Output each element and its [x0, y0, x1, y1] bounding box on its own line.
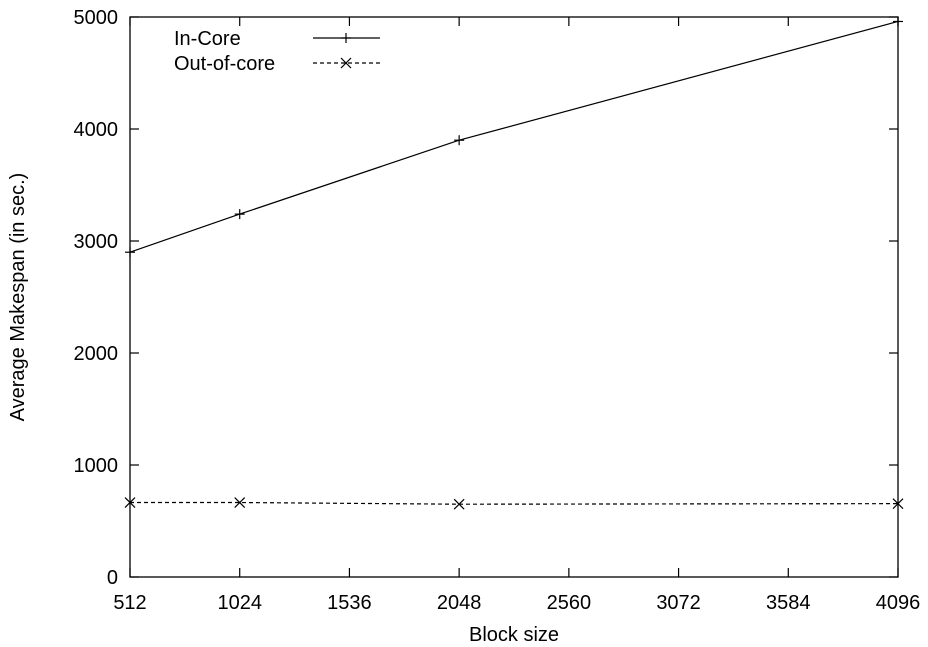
- series-layer: [124, 16, 904, 510]
- legend-marker-out-of-core: [340, 57, 352, 69]
- y-tick-label: 2000: [74, 343, 119, 365]
- y-tick-labels: 0 1000 2000 3000 4000 5000: [74, 7, 119, 589]
- x-tick-label: 512: [113, 592, 146, 614]
- legend-label-out-of-core: Out-of-core: [174, 53, 275, 75]
- legend-marker-in-core: [341, 33, 351, 43]
- x-tick-label: 1024: [217, 592, 262, 614]
- data-point-out-of-core: [124, 497, 136, 508]
- y-tick-label: 0: [107, 567, 118, 589]
- y-tick-label: 5000: [74, 7, 119, 29]
- y-tick-label: 1000: [74, 455, 119, 477]
- data-point-in-core: [234, 209, 245, 220]
- x-tick-label: 2048: [437, 592, 482, 614]
- x-tick-label: 4096: [876, 592, 921, 614]
- data-point-in-core: [454, 135, 465, 146]
- x-tick-label: 3072: [656, 592, 701, 614]
- x-tick-label: 2560: [547, 592, 592, 614]
- legend: In-Core Out-of-core: [174, 28, 380, 75]
- series-line-out-of-core: [130, 501, 899, 505]
- series-line-in-core: [129, 20, 899, 253]
- y-tick-label: 4000: [74, 119, 119, 141]
- y-axis-label: Average Makespan (in sec.): [7, 173, 29, 422]
- data-point-in-core: [893, 16, 903, 27]
- x-tick-label: 1536: [327, 592, 372, 614]
- x-axis-label: Block size: [469, 624, 559, 646]
- data-point-out-of-core: [892, 498, 904, 510]
- x-tick-labels: 512 1024 1536 2048 2560 3072 3584 4096: [113, 592, 920, 614]
- data-point-in-core: [125, 247, 135, 258]
- data-point-out-of-core: [453, 498, 465, 510]
- x-tick-label: 3584: [766, 592, 811, 614]
- axis-ticks: [129, 16, 899, 578]
- y-tick-label: 3000: [74, 231, 119, 253]
- legend-label-in-core: In-Core: [174, 28, 241, 50]
- data-point-out-of-core: [234, 497, 246, 508]
- plot-frame: [129, 16, 899, 578]
